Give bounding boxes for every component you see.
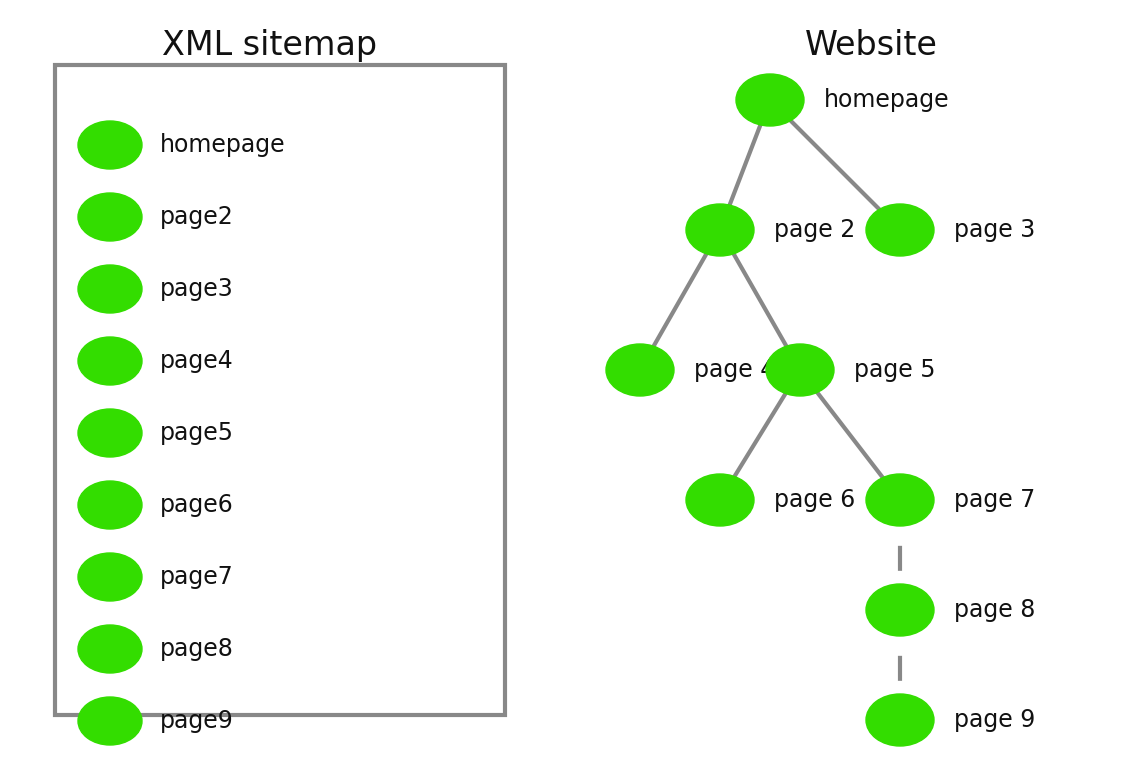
Ellipse shape [686, 474, 754, 526]
Ellipse shape [78, 625, 142, 673]
Ellipse shape [866, 584, 934, 636]
Text: page5: page5 [159, 421, 234, 445]
Text: page8: page8 [159, 637, 234, 661]
Text: page 4: page 4 [694, 358, 775, 382]
Ellipse shape [866, 474, 934, 526]
Text: page6: page6 [159, 493, 234, 517]
Text: page 2: page 2 [774, 218, 856, 242]
Text: page9: page9 [159, 709, 234, 733]
Ellipse shape [78, 193, 142, 241]
Text: page 5: page 5 [855, 358, 936, 382]
Ellipse shape [78, 121, 142, 169]
Ellipse shape [78, 265, 142, 313]
Ellipse shape [736, 74, 804, 126]
Text: page7: page7 [159, 565, 234, 589]
Text: page 6: page 6 [774, 488, 856, 512]
Ellipse shape [606, 344, 674, 396]
FancyBboxPatch shape [55, 65, 505, 715]
Text: homepage: homepage [159, 133, 286, 157]
Ellipse shape [866, 204, 934, 256]
Ellipse shape [78, 697, 142, 745]
Text: page4: page4 [159, 349, 234, 373]
Text: page 7: page 7 [954, 488, 1036, 512]
Ellipse shape [78, 409, 142, 457]
Text: page 3: page 3 [954, 218, 1036, 242]
Text: page 8: page 8 [954, 598, 1036, 622]
Ellipse shape [866, 694, 934, 746]
Ellipse shape [686, 204, 754, 256]
Text: page 9: page 9 [954, 708, 1036, 732]
Text: page2: page2 [159, 205, 234, 229]
Ellipse shape [78, 337, 142, 385]
Text: XML sitemap: XML sitemap [162, 28, 377, 61]
Ellipse shape [78, 553, 142, 601]
Ellipse shape [78, 481, 142, 529]
Text: Website: Website [805, 28, 938, 61]
Text: page3: page3 [159, 277, 234, 301]
Text: homepage: homepage [824, 88, 950, 112]
Ellipse shape [766, 344, 834, 396]
